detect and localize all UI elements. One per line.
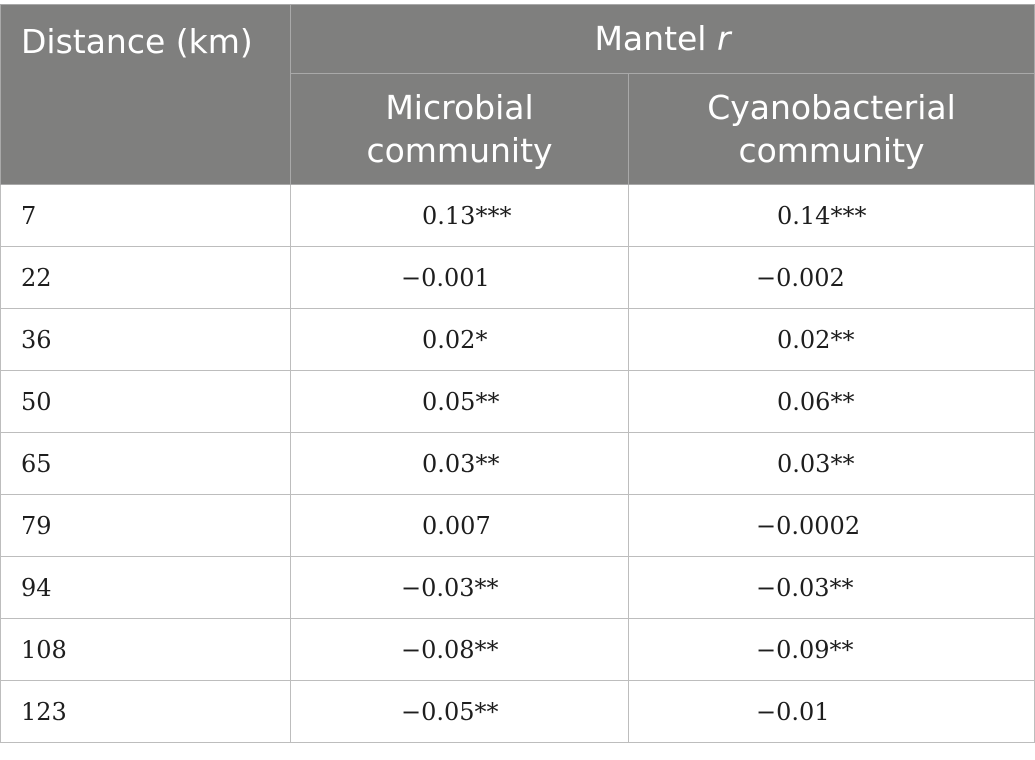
microbial-r-cell: −0.05** <box>290 680 629 743</box>
distance-cell: 7 <box>0 184 291 247</box>
cyanobacterial-r-cell-value: −0.002 <box>756 263 845 292</box>
microbial-r-cell: −0.08** <box>290 618 629 681</box>
microbial-r-cell-value: −0.08** <box>401 635 499 664</box>
cyanobacterial-r-cell: −0.03** <box>628 556 1035 619</box>
cyanobacterial-r-cell: −0.0002 <box>628 494 1035 557</box>
distance-header: Distance (km) <box>0 4 291 185</box>
cyanobacterial-r-cell-value: −0.0002 <box>756 511 861 540</box>
distance-cell: 22 <box>0 246 291 309</box>
distance-cell: 79 <box>0 494 291 557</box>
microbial-r-cell-value: 0.007 <box>422 511 491 540</box>
cyanobacterial-community-header: Cyanobacterial community <box>628 73 1035 185</box>
mantel-r-label: Mantel <box>594 19 717 58</box>
microbial-r-cell: −0.001 <box>290 246 629 309</box>
microbial-r-cell-value: −0.05** <box>401 697 499 726</box>
microbial-header-line2: community <box>366 131 553 170</box>
cyanobacterial-r-cell-value: 0.02** <box>777 325 855 354</box>
mantel-table: Distance (km) Mantel r Microbial communit… <box>0 4 1035 743</box>
microbial-r-cell: 0.02* <box>290 308 629 371</box>
table-row: 22 −0.001 −0.002 <box>0 246 1035 309</box>
mantel-r-variable: r <box>716 19 731 58</box>
cyanobacterial-r-cell: 0.02** <box>628 308 1035 371</box>
cyanobacterial-r-cell-value: −0.01 <box>756 697 830 726</box>
mantel-r-header: Mantel r <box>290 4 1035 74</box>
table-row: 7 0.13*** 0.14*** <box>0 184 1035 247</box>
cyanobacterial-header-line1: Cyanobacterial <box>707 88 956 127</box>
distance-cell: 50 <box>0 370 291 433</box>
microbial-r-cell-value: 0.03** <box>422 449 500 478</box>
cyanobacterial-header-line2: community <box>738 131 925 170</box>
distance-cell: 123 <box>0 680 291 743</box>
cyanobacterial-r-cell: 0.14*** <box>628 184 1035 247</box>
microbial-header-line1: Microbial <box>385 88 534 127</box>
table-row: 123 −0.05** −0.01 <box>0 680 1035 743</box>
cyanobacterial-r-cell: −0.09** <box>628 618 1035 681</box>
microbial-r-cell: 0.03** <box>290 432 629 495</box>
microbial-community-header: Microbial community <box>290 73 629 185</box>
microbial-r-cell: −0.03** <box>290 556 629 619</box>
distance-cell: 108 <box>0 618 291 681</box>
table-row: 36 0.02* 0.02** <box>0 308 1035 371</box>
cyanobacterial-r-cell-value: 0.14*** <box>777 201 867 230</box>
microbial-r-cell-value: −0.03** <box>401 573 499 602</box>
table-row: 108 −0.08** −0.09** <box>0 618 1035 681</box>
table-row: 65 0.03** 0.03** <box>0 432 1035 495</box>
cyanobacterial-r-cell-value: −0.03** <box>756 573 854 602</box>
cyanobacterial-r-cell: 0.03** <box>628 432 1035 495</box>
table-row: 94 −0.03** −0.03** <box>0 556 1035 619</box>
header-row-top: Distance (km) Mantel r <box>0 4 1035 185</box>
microbial-r-cell: 0.13*** <box>290 184 629 247</box>
microbial-r-cell-value: 0.13*** <box>422 201 512 230</box>
table-body: 7 0.13*** 0.14*** 22 −0.001 −0.002 36 0.02* 0.02… <box>0 184 1035 743</box>
header-row-sub: Microbial community Cyanobacterial communi… <box>1 73 1035 185</box>
distance-cell: 94 <box>0 556 291 619</box>
cyanobacterial-r-cell: 0.06** <box>628 370 1035 433</box>
microbial-r-cell-value: −0.001 <box>401 263 490 292</box>
microbial-r-cell-value: 0.02* <box>422 325 488 354</box>
table-row: 79 0.007 −0.0002 <box>0 494 1035 557</box>
distance-header-label: Distance (km) <box>21 22 253 61</box>
cyanobacterial-r-cell-value: 0.03** <box>777 449 855 478</box>
microbial-r-cell: 0.05** <box>290 370 629 433</box>
cyanobacterial-r-cell-value: −0.09** <box>756 635 854 664</box>
distance-cell: 36 <box>0 308 291 371</box>
microbial-r-cell-value: 0.05** <box>422 387 500 416</box>
cyanobacterial-r-cell: −0.002 <box>628 246 1035 309</box>
table-row: 50 0.05** 0.06** <box>0 370 1035 433</box>
cyanobacterial-r-cell: −0.01 <box>628 680 1035 743</box>
table-header: Distance (km) Mantel r Microbial communit… <box>0 4 1035 185</box>
microbial-r-cell: 0.007 <box>290 494 629 557</box>
cyanobacterial-r-cell-value: 0.06** <box>777 387 855 416</box>
distance-cell: 65 <box>0 432 291 495</box>
